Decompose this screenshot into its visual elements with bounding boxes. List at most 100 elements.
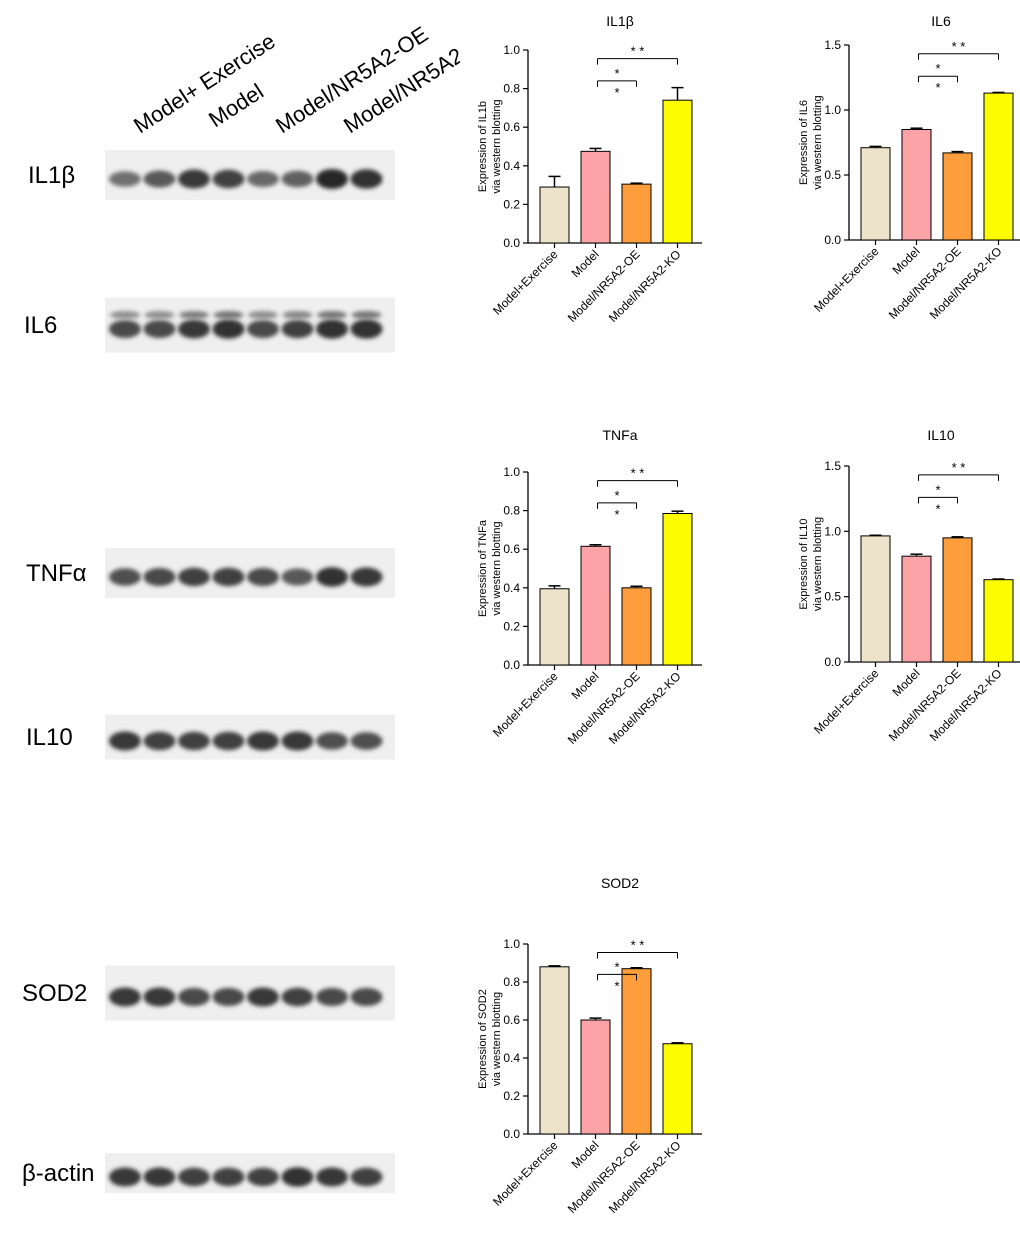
blot-lane-label: β-actin xyxy=(22,1160,95,1187)
blot-band xyxy=(350,988,383,1006)
x-tick-label: Model xyxy=(569,1138,602,1171)
bar xyxy=(860,535,891,663)
blot-band xyxy=(212,731,245,751)
blot-band xyxy=(178,169,210,189)
bar xyxy=(580,1019,611,1135)
blot-band xyxy=(109,987,141,1007)
y-tick-label: 0.4 xyxy=(503,159,520,173)
bar xyxy=(621,587,652,666)
y-axis-label: via western blotting xyxy=(491,992,503,1086)
blot-band xyxy=(281,170,314,188)
x-tick-label: Model/NR5A2-KO xyxy=(927,666,1005,744)
y-axis-label: via western blotting xyxy=(491,99,503,193)
bar xyxy=(662,1043,693,1135)
blot-band xyxy=(350,732,383,750)
y-tick-label: 0.0 xyxy=(503,1127,520,1141)
bar xyxy=(662,512,693,666)
bar xyxy=(983,579,1014,663)
blot-band xyxy=(247,171,279,187)
blot-band xyxy=(109,1167,141,1187)
blot-band xyxy=(247,987,279,1007)
significance-label: * xyxy=(614,507,619,522)
x-tick-label: Model xyxy=(890,244,923,277)
significance-label: * xyxy=(614,959,619,974)
y-tick-label: 0.6 xyxy=(503,1013,520,1027)
blot-band xyxy=(178,567,210,587)
y-tick-label: 0.6 xyxy=(503,542,520,556)
x-tick-label: Model/NR5A2-KO xyxy=(606,669,684,747)
bar-chart-sod2: SOD2 0.0 0.2 0.4 0.6 0.8 1.0 Expression of SOD2… xyxy=(477,875,702,1216)
western-blot-panel: Model+ Exercise Model Model/NR5A2-OE Model/… xyxy=(0,0,500,1242)
significance-label: * xyxy=(614,85,619,100)
blot-band xyxy=(143,731,176,751)
y-axis-label: Expression of SOD2 xyxy=(477,989,489,1089)
significance-label: * * xyxy=(631,466,645,481)
bar xyxy=(942,152,973,241)
x-tick-label: Model xyxy=(569,247,602,280)
y-tick-label: 0.4 xyxy=(503,581,520,595)
x-tick-label: Model/NR5A2-KO xyxy=(927,244,1005,322)
blot-band xyxy=(247,320,279,338)
x-tick-label: Model+Exercise xyxy=(490,247,561,318)
chart-title: IL1β xyxy=(606,13,634,29)
blot-band xyxy=(281,987,314,1007)
y-tick-label: 0.2 xyxy=(503,197,520,211)
y-tick-label: 0.5 xyxy=(824,590,841,604)
y-tick-label: 0.2 xyxy=(503,1089,520,1103)
blot-band xyxy=(350,1167,383,1187)
significance-label: * xyxy=(935,80,940,95)
y-axis-label: via western blotting xyxy=(812,95,824,189)
blot-lane-label: IL6 xyxy=(24,312,57,339)
bar xyxy=(901,555,932,663)
blot-band xyxy=(316,319,348,339)
chart-title: IL6 xyxy=(931,13,951,29)
x-tick-label: Model/NR5A2-OE xyxy=(886,244,964,322)
y-tick-label: 0.0 xyxy=(503,236,520,250)
blot-band xyxy=(350,169,383,189)
y-axis-label: Expression of IL6 xyxy=(798,100,810,185)
blot-band xyxy=(316,169,348,189)
blot-lane-label: IL1β xyxy=(28,162,75,189)
y-tick-label: 0.0 xyxy=(824,655,841,669)
y-tick-label: 1.0 xyxy=(503,465,520,479)
y-tick-label: 1.0 xyxy=(503,43,520,57)
x-tick-label: Model+Exercise xyxy=(811,244,882,315)
blot-band-upper xyxy=(144,311,175,319)
blot-band-upper xyxy=(317,311,347,319)
significance-label: * xyxy=(614,978,619,993)
y-tick-label: 0.0 xyxy=(824,233,841,247)
bar-charts: IL1β 0.0 0.2 0.4 0.6 0.8 1.0 Expression of IL1b… xyxy=(477,13,1020,1216)
y-axis-label: Expression of TNFa xyxy=(477,519,489,617)
blot-band xyxy=(143,320,176,338)
bar xyxy=(621,183,652,244)
significance-label: * xyxy=(614,66,619,81)
bar xyxy=(539,186,570,244)
blot-band xyxy=(247,568,279,586)
chart-title: SOD2 xyxy=(601,875,639,891)
x-tick-label: Model xyxy=(569,669,602,702)
blot-band xyxy=(316,732,348,750)
blot-band xyxy=(178,319,210,339)
bar-chart-il6: IL6 0.0 0.5 1.0 1.5 Expression of IL6 via west… xyxy=(798,13,1020,322)
chart-title: TNFa xyxy=(603,427,638,443)
x-tick-label: Model+Exercise xyxy=(490,669,561,740)
blot-band xyxy=(178,988,210,1006)
blot-band xyxy=(109,171,141,187)
bar xyxy=(942,537,973,663)
bar xyxy=(580,545,611,666)
significance-label: * * xyxy=(631,44,645,59)
blot-band-upper xyxy=(248,311,278,319)
blot-band xyxy=(212,567,245,587)
x-tick-label: Model/NR5A2-OE xyxy=(886,666,964,744)
blot-band xyxy=(316,1167,348,1187)
y-tick-label: 1.0 xyxy=(503,937,520,951)
significance-label: * * xyxy=(631,938,645,953)
bar xyxy=(539,966,570,1135)
y-tick-label: 1.5 xyxy=(824,459,841,473)
y-tick-label: 0.0 xyxy=(503,658,520,672)
blot-band xyxy=(316,567,348,587)
blot-band xyxy=(143,987,176,1007)
blot-lane-label: TNFα xyxy=(26,560,87,587)
blot-lane-label: IL10 xyxy=(26,724,73,751)
blot-band xyxy=(350,567,383,587)
